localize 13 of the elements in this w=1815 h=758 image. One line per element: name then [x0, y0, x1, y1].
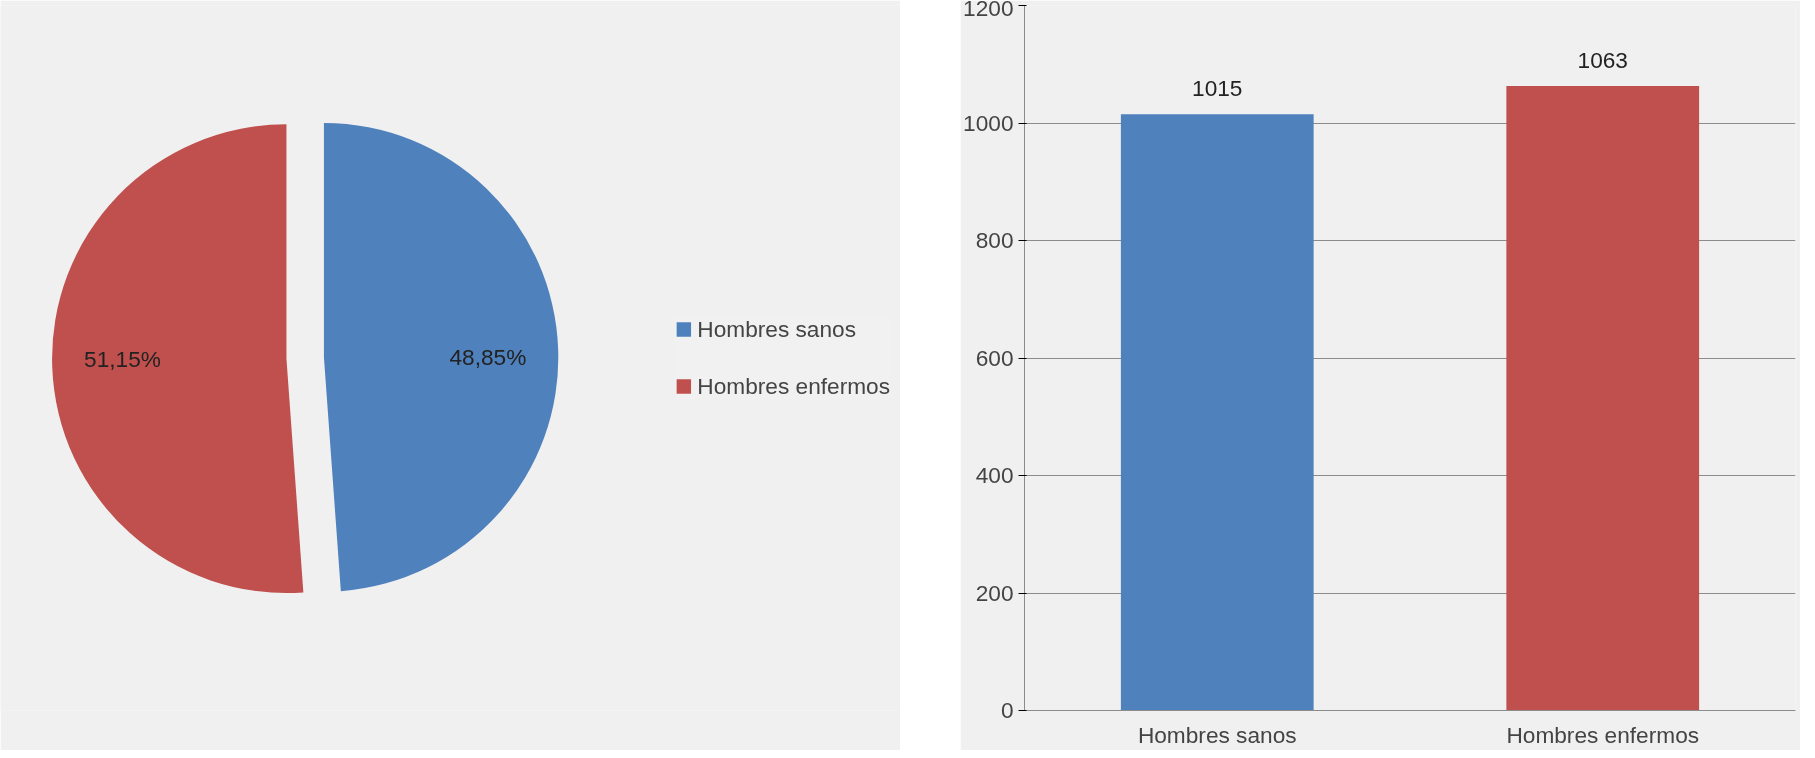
- y-tick-label: 1200: [963, 0, 1014, 21]
- data-label: 48,85%: [449, 343, 527, 370]
- y-tick-label: 1000: [963, 109, 1014, 136]
- data-label: 51,15%: [84, 346, 161, 373]
- data-label: 1063: [1577, 46, 1628, 73]
- y-tick-label: 200: [975, 579, 1014, 606]
- data-label: 1015: [1192, 75, 1243, 102]
- y-tick-label: 800: [975, 227, 1014, 253]
- y-tick-label: 600: [975, 344, 1014, 371]
- legend-label: Hombres enfermos: [697, 372, 890, 400]
- legend-label: Hombres sanos: [697, 315, 857, 343]
- y-tick-label: 400: [975, 462, 1014, 488]
- y-tick-label: 0: [1000, 697, 1014, 723]
